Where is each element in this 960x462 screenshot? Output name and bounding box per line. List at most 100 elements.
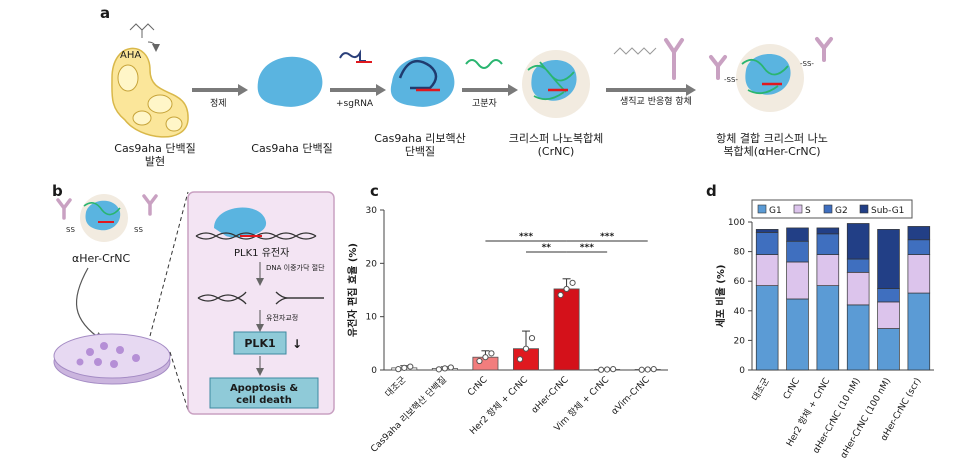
stacked-bar-segment <box>786 227 809 242</box>
data-point <box>435 366 442 373</box>
legend-swatch <box>793 204 803 214</box>
x-tick-label: 대조군 <box>750 376 772 403</box>
data-point <box>569 279 576 286</box>
data-point <box>476 357 483 365</box>
stacked-bar-segment <box>907 254 931 294</box>
data-point <box>528 335 536 342</box>
data-point <box>638 366 645 373</box>
y-tick-label: 0 <box>739 366 745 376</box>
stacked-bar-segment <box>846 258 870 273</box>
stacked-bar-segment <box>786 261 809 300</box>
zoom-line-top <box>149 191 189 337</box>
edit-label: 유전자교정 <box>266 313 298 322</box>
data-point <box>557 291 564 299</box>
svg-text:-SS-: -SS- <box>800 60 814 68</box>
dsb-dna-icon <box>197 291 324 305</box>
stacked-bar-segment <box>846 271 870 306</box>
zoom-line-bottom <box>169 351 189 411</box>
stacked-bar-segment <box>786 240 809 263</box>
data-point <box>604 366 611 373</box>
data-point <box>447 364 454 371</box>
aha-label: AHA <box>120 50 141 61</box>
y-tick-label: 40 <box>734 307 746 317</box>
panel-d-letter: d <box>706 182 717 200</box>
x-tick-label: CrNC <box>466 375 489 398</box>
outcome-box <box>209 377 319 409</box>
y-tick-label: 100 <box>728 218 745 228</box>
bar <box>553 288 580 371</box>
stacked-bar-segment <box>816 233 840 255</box>
bacteria-icon <box>111 47 189 138</box>
crnc-nanocomplex-icon <box>522 50 590 118</box>
mechanism-box <box>187 191 335 415</box>
legend-label: G1 <box>769 206 782 216</box>
legend-label: G2 <box>835 206 848 216</box>
data-point <box>401 364 408 371</box>
svg-text:-SS-: -SS- <box>724 76 738 84</box>
sgrna-icon <box>339 49 366 62</box>
significance-label: *** <box>580 243 594 253</box>
panel-b-letter: b <box>52 182 63 200</box>
ss-label-right: SS <box>134 226 143 234</box>
dna-cas9-icon <box>195 207 317 240</box>
y-tick-label: 30 <box>366 206 378 216</box>
cas9-protein-icon <box>257 56 323 107</box>
step-label-3: Cas9aha 리보핵산 <box>374 132 466 145</box>
arrow-label-3: 고분자 <box>472 98 498 109</box>
stacked-bar-segment <box>846 304 870 371</box>
process-arrowhead-1 <box>238 84 248 96</box>
data-point <box>516 356 524 363</box>
polymer-icon <box>465 59 503 69</box>
step-label-1b: 발현 <box>145 155 165 168</box>
stacked-bar-segment <box>877 288 900 303</box>
antibody-crnc-icon: -SS- -SS- <box>709 37 833 112</box>
process-arrowhead-2 <box>376 84 386 96</box>
x-tick-label: CrNC <box>782 377 802 402</box>
plk1-protein-box <box>233 331 287 355</box>
arrow-label-4: 생직교 반응형 항체 <box>620 96 692 107</box>
gene-label: PLK1 유전자 <box>234 247 289 259</box>
petri-dish-icon <box>53 333 171 385</box>
data-point <box>598 366 605 373</box>
x-tick-label: Cas9aha 리보핵산 단백질 <box>368 374 449 455</box>
stacked-bar-segment <box>877 328 900 371</box>
data-point <box>563 285 570 293</box>
stacked-bar-segment <box>755 254 779 286</box>
step-label-5b: 복합체(αHer-CrNC) <box>723 145 820 158</box>
process-arrowhead-3 <box>508 84 518 96</box>
significance-label: ** <box>542 243 552 253</box>
stacked-bar-segment <box>755 285 779 371</box>
arrow-label-1: 정제 <box>210 98 227 109</box>
data-point <box>395 366 402 373</box>
cut-label: DNA 이중가닥 절단 <box>266 263 325 272</box>
data-point <box>482 354 489 361</box>
legend-swatch <box>757 204 767 214</box>
y-tick-label: 0 <box>371 366 377 376</box>
step-label-4b: (CrNC) <box>538 145 575 158</box>
stacked-bar-segment <box>846 223 870 260</box>
stacked-bar-segment <box>786 298 809 371</box>
y-axis-title: 유전자 편집 효율 (%) <box>346 243 359 337</box>
step-label-5: 항체 결합 크리스퍼 나노 <box>716 132 828 145</box>
plk1-protein-label: PLK1 <box>244 337 275 350</box>
stacked-bar-segment <box>877 229 900 289</box>
step-label-2: Cas9aha 단백질 <box>251 142 332 155</box>
y-tick-label: 20 <box>734 336 746 346</box>
x-tick-label: 대조군 <box>383 374 408 399</box>
data-point <box>610 366 617 373</box>
data-point <box>650 366 657 373</box>
y-tick-label: 80 <box>734 248 746 258</box>
data-point <box>441 365 448 372</box>
process-arrowhead-4 <box>686 84 696 96</box>
panel-c-letter: c <box>370 182 379 200</box>
y-tick-label: 10 <box>366 313 378 323</box>
legend-label: Sub-G1 <box>871 206 904 216</box>
stacked-bar-segment <box>907 292 931 371</box>
y-tick-label: 60 <box>734 277 746 287</box>
significance-label: *** <box>519 232 533 242</box>
complex-label: αHer-CrNC <box>72 252 131 265</box>
crosslinker-molecule-icon <box>613 47 657 55</box>
stacked-bar-segment <box>816 285 840 371</box>
